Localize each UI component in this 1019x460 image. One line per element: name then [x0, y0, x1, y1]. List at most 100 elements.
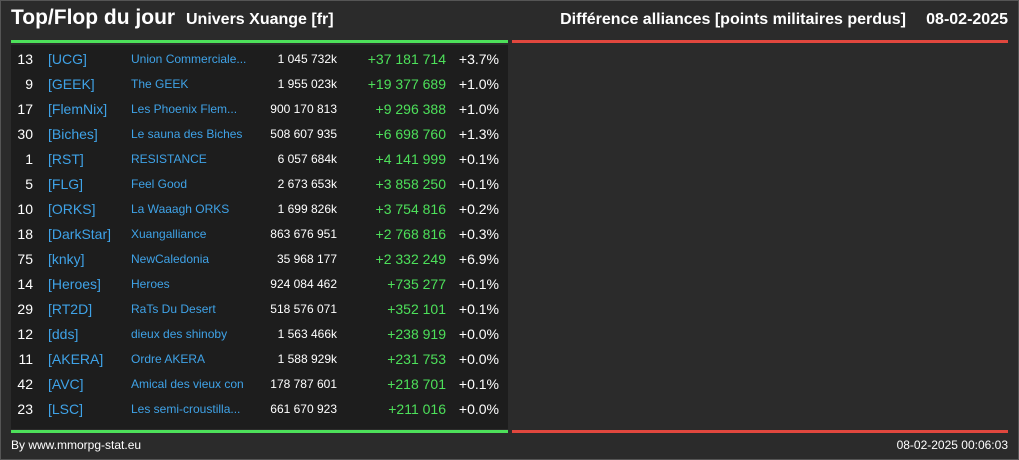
ranking-date: 08-02-2025 — [926, 11, 1008, 28]
rank-cell: 23 — [17, 401, 33, 417]
footer-timestamp: 08-02-2025 00:06:03 — [896, 438, 1008, 452]
alliance-name-link[interactable]: The GEEK — [131, 77, 189, 91]
alliance-name-link[interactable]: Heroes — [131, 277, 170, 291]
alliance-name-link[interactable]: Les Phoenix Flem... — [131, 102, 238, 116]
alliance-name-link[interactable]: RESISTANCE — [131, 152, 207, 166]
ranking-subtitle: Différence alliances [points militaires … — [560, 11, 906, 28]
alliance-tag-link[interactable]: [LSC] — [48, 401, 84, 417]
points-cell: 2 673 653k — [277, 177, 337, 191]
universe-label: Univers Xuange [fr] — [186, 11, 334, 28]
difference-cell: +211 016 — [388, 401, 446, 417]
table-row: 9 [GEEK] The GEEK 1 955 023k +19 377 689 +1.0… — [11, 72, 508, 97]
points-cell: 178 787 601 — [270, 377, 337, 391]
alliance-tag-link[interactable]: [Biches] — [48, 126, 98, 142]
table-row: 5 [FLG] Feel Good 2 673 653k +3 858 250 +0.1% — [11, 172, 508, 197]
alliance-tag-link[interactable]: [Heroes] — [48, 276, 101, 292]
alliance-name-link[interactable]: Ordre AKERA — [131, 352, 206, 366]
alliance-tag-link[interactable]: [GEEK] — [48, 76, 95, 92]
alliance-tag-link[interactable]: [DarkStar] — [48, 226, 112, 242]
percent-cell: +0.1% — [458, 376, 499, 392]
header: Top/Flop du jour Univers Xuange [fr] Dif… — [0, 0, 1019, 40]
alliance-tag-link[interactable]: [FLG] — [48, 176, 84, 192]
percent-cell: +0.2% — [458, 201, 499, 217]
table-row: 75 [knky] NewCaledonia 35 968 177 +2 332 249… — [11, 247, 508, 272]
alliance-name-link[interactable]: NewCaledonia — [131, 252, 210, 266]
alliance-name-link[interactable]: RaTs Du Desert — [131, 302, 216, 316]
points-cell: 508 607 935 — [270, 127, 337, 141]
table-row: 17 [FlemNix] Les Phoenix Flem... 900 170 81… — [11, 97, 508, 122]
rank-cell: 1 — [25, 151, 33, 167]
points-cell: 900 170 813 — [270, 102, 337, 116]
difference-cell: +218 701 — [387, 376, 446, 392]
difference-cell: +352 101 — [387, 301, 446, 317]
table-row: 11 [AKERA] Ordre AKERA 1 588 929k +231 753 +0… — [11, 347, 508, 372]
table-row: 42 [AVC] Amical des vieux con 178 787 601 +2… — [11, 372, 508, 397]
difference-cell: +238 919 — [387, 326, 446, 342]
top-gain-list: 13 [UCG] Union Commerciale... 1 045 732k +37… — [11, 45, 508, 429]
alliance-name-link[interactable]: Union Commerciale... — [131, 52, 247, 66]
alliance-tag-link[interactable]: [dds] — [48, 326, 79, 342]
difference-cell: +3 754 816 — [375, 201, 446, 217]
points-cell: 1 955 023k — [277, 77, 337, 91]
difference-cell: +2 332 249 — [375, 251, 446, 267]
difference-cell: +37 181 714 — [367, 51, 446, 67]
alliance-tag-link[interactable]: [FlemNix] — [48, 101, 108, 117]
points-cell: 35 968 177 — [276, 252, 337, 266]
difference-cell: +9 296 388 — [375, 101, 446, 117]
points-cell: 1 563 466k — [277, 327, 337, 341]
difference-cell: +4 141 999 — [375, 151, 446, 167]
percent-cell: +0.0% — [458, 326, 499, 342]
table-row: 12 [dds] dieux des shinoby 1 563 466k +238 9… — [11, 322, 508, 347]
difference-cell: +3 858 250 — [375, 176, 446, 192]
table-row: 30 [Biches] Le sauna des Biches 508 607 935… — [11, 122, 508, 147]
alliance-tag-link[interactable]: [AKERA] — [48, 351, 104, 367]
alliance-name-link[interactable]: Feel Good — [131, 177, 188, 191]
table-row: 13 [UCG] Union Commerciale... 1 045 732k +37… — [11, 47, 508, 72]
difference-cell: +2 768 816 — [375, 226, 446, 242]
rank-cell: 11 — [18, 351, 33, 367]
difference-cell: +6 698 760 — [375, 126, 446, 142]
difference-cell: +231 753 — [387, 351, 446, 367]
rank-cell: 75 — [17, 251, 33, 267]
alliance-tag-link[interactable]: [RST] — [48, 151, 84, 167]
rank-cell: 12 — [17, 326, 33, 342]
rank-cell: 29 — [17, 301, 33, 317]
percent-cell: +0.3% — [458, 226, 499, 242]
alliance-name-link[interactable]: Xuangalliance — [131, 227, 207, 241]
rank-cell: 18 — [17, 226, 33, 242]
top-divider-loss — [512, 40, 1008, 43]
difference-cell: +735 277 — [387, 276, 446, 292]
table-row: 18 [DarkStar] Xuangalliance 863 676 951 +2 7… — [11, 222, 508, 247]
alliance-tag-link[interactable]: [RT2D] — [48, 301, 93, 317]
top-divider-gain — [11, 40, 508, 43]
rank-cell: 9 — [25, 76, 33, 92]
rank-cell: 42 — [17, 376, 33, 392]
footer-source-link[interactable]: By www.mmorpg-stat.eu — [11, 438, 142, 452]
alliance-name-link[interactable]: Les semi-croustilla... — [131, 402, 241, 416]
points-cell: 1 045 732k — [277, 52, 337, 66]
alliance-name-link[interactable]: Amical des vieux con — [131, 377, 244, 391]
alliance-tag-link[interactable]: [AVC] — [48, 376, 84, 392]
alliance-tag-link[interactable]: [ORKS] — [48, 201, 96, 217]
alliance-name-link[interactable]: dieux des shinoby — [131, 327, 228, 341]
rank-cell: 13 — [17, 51, 33, 67]
percent-cell: +0.1% — [458, 276, 499, 292]
percent-cell: +6.9% — [458, 251, 499, 267]
percent-cell: +1.0% — [458, 101, 499, 117]
percent-cell: +1.0% — [458, 76, 499, 92]
table-row: 14 [Heroes] Heroes 924 084 462 +735 277 +0.1% — [11, 272, 508, 297]
rank-cell: 14 — [17, 276, 33, 292]
points-cell: 863 676 951 — [270, 227, 337, 241]
points-cell: 924 084 462 — [270, 277, 337, 291]
alliance-tag-link[interactable]: [knky] — [48, 251, 85, 267]
points-cell: 661 670 923 — [270, 402, 337, 416]
alliance-name-link[interactable]: Le sauna des Biches — [131, 127, 243, 141]
points-cell: 6 057 684k — [277, 152, 337, 166]
alliance-name-link[interactable]: La Waaagh ORKS — [131, 202, 230, 216]
percent-cell: +0.1% — [458, 301, 499, 317]
percent-cell: +0.0% — [458, 401, 499, 417]
alliance-tag-link[interactable]: [UCG] — [48, 51, 87, 67]
table-row: 1 [RST] RESISTANCE 6 057 684k +4 141 999 +0.1… — [11, 147, 508, 172]
points-cell: 1 699 826k — [277, 202, 337, 216]
difference-cell: +19 377 689 — [367, 76, 446, 92]
